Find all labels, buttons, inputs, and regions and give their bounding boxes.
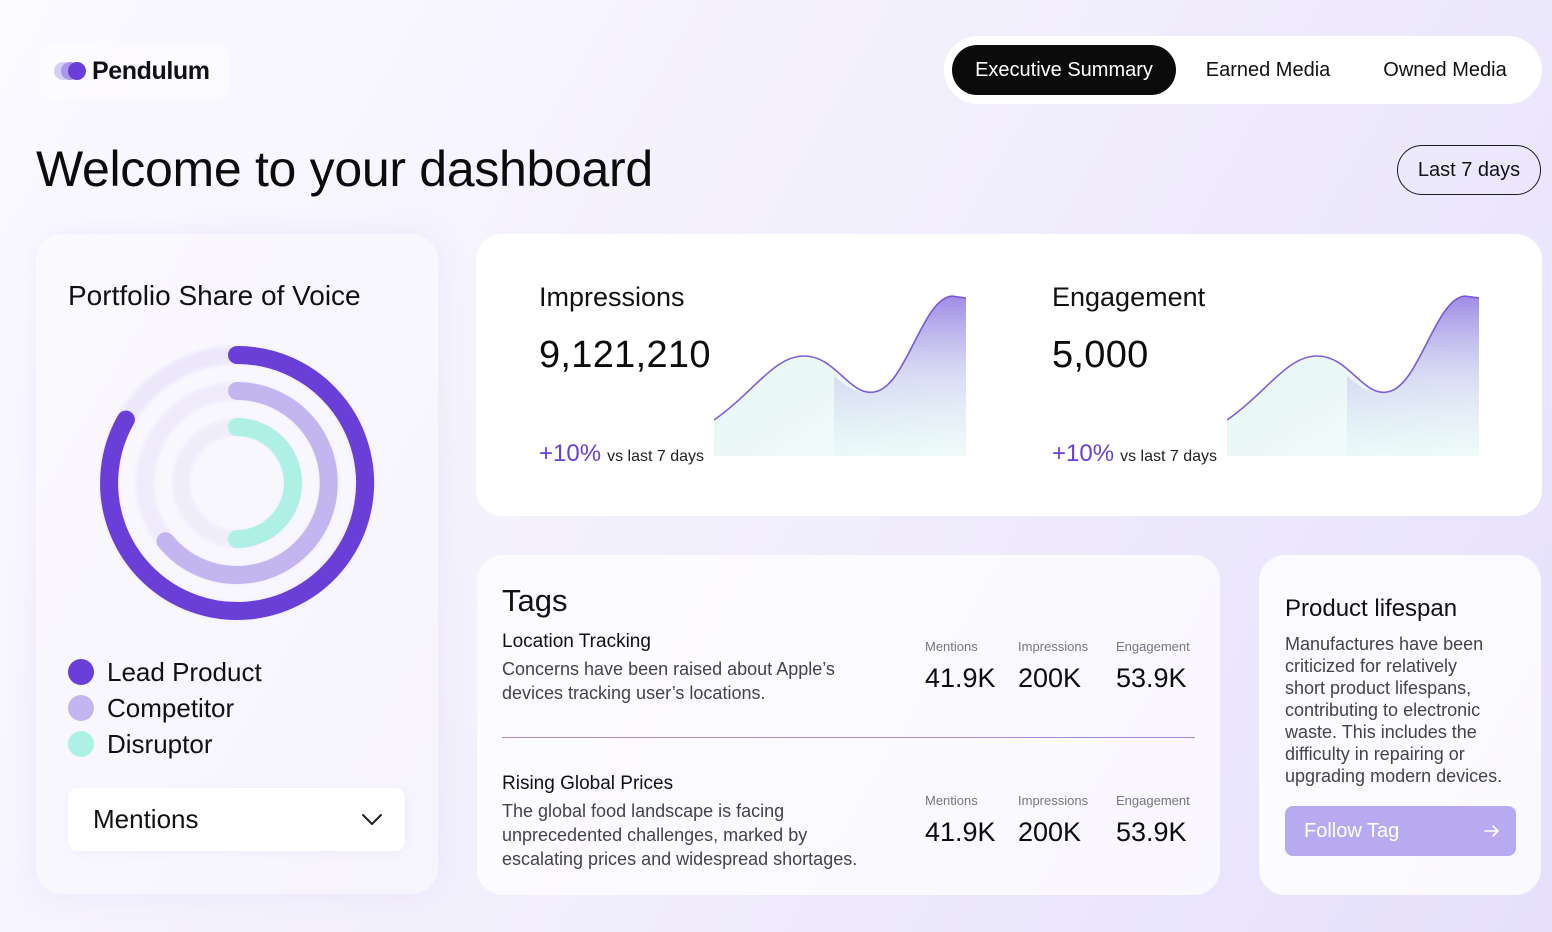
tag-stat-engagement: Engagement 53.9K: [1116, 793, 1190, 848]
tags-divider: [502, 737, 1195, 738]
legend-label: Lead Product: [107, 656, 262, 687]
legend-item-competitor: Competitor: [68, 690, 262, 726]
stat-label: Mentions: [925, 639, 978, 654]
impressions-change-suffix: vs last 7 days: [607, 448, 704, 465]
disruptor-ring: [228, 418, 302, 548]
description-line: difficulty in repairing or: [1285, 744, 1465, 764]
engagement-sparkline: [1227, 295, 1479, 456]
description-line: short product lifespans,: [1285, 678, 1472, 698]
impressions-sparkline: [714, 295, 966, 456]
description-line: waste. This includes the: [1285, 722, 1477, 742]
tag-stat-mentions: Mentions 41.9K: [925, 793, 996, 848]
tag-description-line: Concerns have been raised about Apple’s: [502, 659, 835, 679]
share-of-voice-title: Portfolio Share of Voice: [68, 280, 361, 311]
tab-earned-media[interactable]: Earned Media: [1205, 58, 1331, 81]
stat-label: Engagement: [1116, 793, 1190, 808]
tag-name: Location Tracking: [502, 631, 651, 652]
page-title: Welcome to your dashboard: [36, 141, 653, 197]
stat-label: Impressions: [1018, 793, 1089, 808]
stat-value: 41.9K: [925, 817, 996, 847]
chevron-down-icon: [362, 813, 382, 825]
impressions-line: [714, 295, 966, 421]
tag-description: The global food landscape is facing unpr…: [502, 799, 922, 871]
tab-executive-summary[interactable]: Executive Summary: [952, 45, 1176, 95]
tag-stat-mentions: Mentions 41.9K: [925, 639, 996, 694]
legend-label: Disruptor: [107, 728, 213, 759]
tag-description-line: escalating prices and widespread shortag…: [502, 849, 858, 869]
impressions-area-highlight: [834, 296, 966, 456]
tag-description-line: unprecedented challenges, marked by: [502, 825, 808, 845]
tag-name: Rising Global Prices: [502, 773, 674, 794]
stat-value: 53.9K: [1116, 663, 1187, 693]
stat-value: 41.9K: [925, 663, 996, 693]
product-lifespan-description: Manufactures have been criticized for re…: [1285, 633, 1525, 787]
product-lifespan-title: Product lifespan: [1285, 595, 1458, 622]
brand-logo[interactable]: Pendulum: [40, 42, 230, 100]
lead-product-dot: [68, 659, 94, 685]
engagement-label: Engagement: [1052, 282, 1206, 312]
competitor-ring: [156, 382, 338, 584]
impressions-change-percent: +10%: [539, 440, 602, 467]
tag-item-location-tracking[interactable]: Location Tracking Concerns have been rai…: [502, 631, 902, 705]
stat-label: Impressions: [1018, 639, 1089, 654]
metrics-card: Impressions 9,121,210 +10% vs last 7 day…: [476, 234, 1542, 516]
disruptor-dot: [68, 731, 94, 757]
impressions-value: 9,121,210: [539, 334, 711, 376]
share-of-voice-radial-chart: [100, 346, 375, 620]
legend-label: Competitor: [107, 692, 235, 723]
stat-label: Mentions: [925, 793, 978, 808]
description-line: Manufactures have been: [1285, 634, 1484, 654]
stat-value: 200K: [1018, 817, 1082, 847]
share-of-voice-card: Portfolio Share of Voice Lead Product Co…: [36, 234, 438, 894]
tag-stat-impressions: Impressions 200K: [1018, 639, 1088, 694]
metric-select[interactable]: Mentions: [68, 788, 405, 851]
tag-stat-impressions: Impressions 200K: [1018, 793, 1088, 848]
impressions-change: +10% vs last 7 days: [539, 440, 704, 468]
brand-name: Pendulum: [92, 56, 210, 85]
description-line: upgrading modern devices.: [1285, 766, 1503, 786]
metric-select-value: Mentions: [93, 804, 199, 834]
tags-card: Tags Location Tracking Concerns have bee…: [477, 555, 1220, 895]
date-range-button[interactable]: Last 7 days: [1397, 145, 1541, 195]
engagement-line: [1227, 295, 1479, 421]
top-nav-tabs: Executive Summary Earned Media Owned Med…: [944, 36, 1542, 104]
engagement-change: +10% vs last 7 days: [1052, 440, 1217, 468]
impressions-label: Impressions: [539, 282, 685, 312]
engagement-value: 5,000: [1052, 334, 1149, 376]
tag-description-line: The global food landscape is facing: [502, 801, 785, 821]
competitor-dot: [68, 695, 94, 721]
follow-tag-button[interactable]: Follow Tag: [1285, 806, 1516, 856]
product-lifespan-card: Product lifespan Manufactures have been …: [1259, 555, 1541, 895]
share-of-voice-legend: Lead Product Competitor Disruptor: [68, 654, 262, 762]
stat-label: Engagement: [1116, 639, 1190, 654]
tag-item-rising-global-prices[interactable]: Rising Global Prices The global food lan…: [502, 773, 922, 871]
lead-product-ring: [100, 346, 375, 620]
legend-item-disruptor: Disruptor: [68, 726, 262, 762]
pendulum-logo-icon: [54, 62, 88, 80]
tab-owned-media[interactable]: Owned Media: [1383, 58, 1507, 81]
stat-value: 200K: [1018, 663, 1082, 693]
engagement-change-percent: +10%: [1052, 440, 1115, 467]
legend-item-lead-product: Lead Product: [68, 654, 262, 690]
follow-tag-label: Follow Tag: [1304, 819, 1400, 842]
engagement-change-suffix: vs last 7 days: [1120, 448, 1217, 465]
tag-description-line: devices tracking user’s locations.: [502, 683, 766, 703]
stat-value: 53.9K: [1116, 817, 1187, 847]
tag-stat-engagement: Engagement 53.9K: [1116, 639, 1190, 694]
description-line: criticized for relatively: [1285, 656, 1458, 676]
engagement-area-highlight: [1347, 296, 1479, 456]
arrow-right-icon: [1484, 825, 1499, 837]
description-line: contributing to electronic: [1285, 700, 1481, 720]
tags-title: Tags: [502, 583, 568, 618]
tag-description: Concerns have been raised about Apple’s …: [502, 657, 902, 705]
